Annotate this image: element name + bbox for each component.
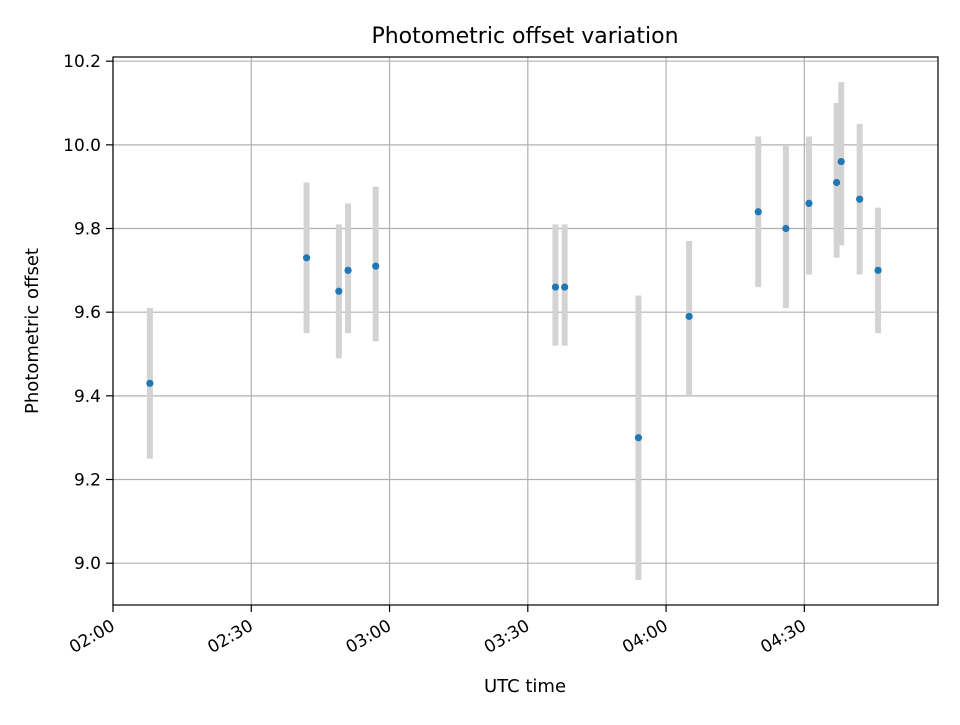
y-tick-label: 9.4 (74, 387, 101, 407)
data-point (146, 379, 154, 387)
y-axis-ticks: 9.0 9.2 9.4 9.6 9.8 10.0 10.2 (63, 52, 113, 574)
data-point (302, 254, 311, 262)
y-tick-label: 9.6 (74, 303, 101, 323)
x-axis-label: UTC time (484, 676, 566, 697)
data-point (754, 208, 762, 216)
data-point (685, 312, 693, 320)
data-point (856, 195, 864, 203)
data-point (372, 262, 380, 270)
data-point (805, 199, 813, 208)
data-point (837, 157, 845, 166)
y-tick-label: 10.0 (63, 136, 101, 156)
data-point (782, 224, 790, 233)
chart-title: Photometric offset variation (371, 24, 678, 49)
data-point (634, 434, 643, 442)
y-tick-label: 9.8 (74, 220, 101, 240)
y-tick-label: 9.2 (74, 471, 101, 491)
data-point (335, 287, 343, 295)
data-point (874, 266, 882, 274)
y-axis-label: Photometric offset (22, 248, 43, 414)
data-point (551, 283, 560, 291)
data-points (146, 157, 882, 442)
y-tick-label: 9.0 (74, 554, 101, 574)
plot-frame (112, 56, 939, 606)
data-point (561, 283, 569, 291)
grid-lines (112, 57, 938, 605)
data-point (833, 178, 841, 187)
y-tick-label: 10.2 (63, 52, 101, 72)
data-point (344, 266, 352, 274)
